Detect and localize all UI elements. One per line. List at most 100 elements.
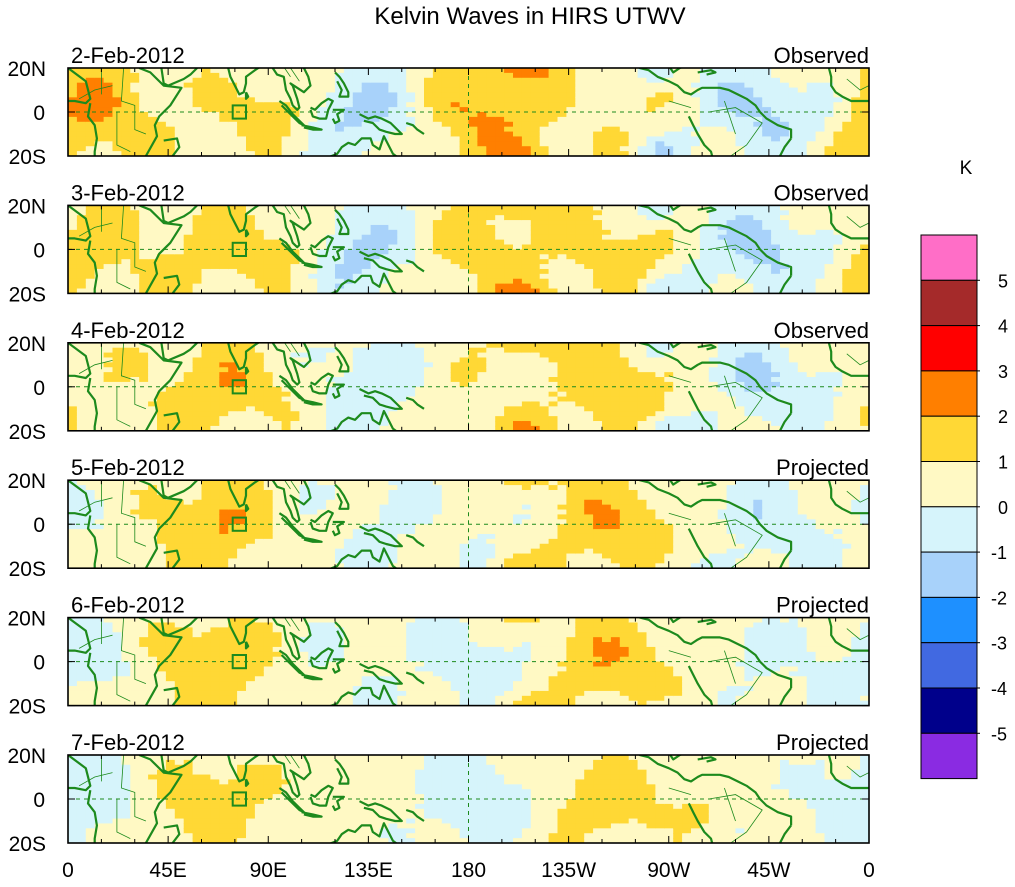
field-cell [157,151,167,156]
field-cell [94,229,105,236]
field-cell [237,259,247,265]
field-cell [272,362,283,368]
field-cell [139,273,149,280]
field-cell [477,102,487,108]
field-cell [468,386,478,393]
field-cell [343,205,354,211]
field-cell [486,107,496,113]
field-cell [308,229,318,236]
field-cell [121,151,131,156]
field-cell [308,136,318,142]
coastline [309,97,334,120]
field-cell [762,205,772,211]
field-cell [521,283,532,290]
field-cell [477,244,487,250]
field-cell [85,151,96,156]
field-cell [593,244,603,250]
field-cell [281,401,292,407]
field-cell [352,151,363,156]
field-cell [513,273,523,280]
field-cell [842,205,852,211]
field-cell [655,352,665,359]
field-cell [343,215,354,221]
field-cell [691,121,701,128]
field-cell [379,347,389,354]
field-cell [557,401,567,407]
field-cell [717,377,728,383]
field-cell [121,112,131,118]
field-cell [824,254,834,260]
field-cell [771,229,781,236]
field-cell [397,381,407,388]
field-cell [557,264,567,270]
field-cell [513,391,523,398]
country-border [708,107,763,156]
field-cell [335,239,345,246]
field-cell [254,249,265,255]
field-cell [165,244,176,250]
field-cell [744,254,754,260]
field-cell [450,283,461,290]
field-cell [326,273,336,280]
field-cell [397,244,407,250]
field-cell [824,391,834,398]
field-cell [139,97,149,103]
field-cell [210,268,220,275]
field-cell [637,406,648,412]
field-cell [219,121,229,128]
field-cell [254,273,265,280]
field-cell [361,87,372,94]
field-cell [637,283,648,290]
field-cell [85,121,96,128]
field-cell [521,421,532,427]
field-cell [468,141,478,147]
field-cell [548,82,559,89]
field-cell [192,244,203,250]
field-cell [530,210,541,216]
field-cell [335,396,345,403]
field-cell [708,116,719,123]
field-cell [744,77,754,84]
field-cell [557,425,567,431]
field-cell [210,342,220,349]
field-cell [673,234,683,241]
field-cell [406,362,416,368]
field-cell [317,210,327,216]
field-cell [424,362,434,368]
field-cell [664,82,674,89]
field-cell [504,268,514,275]
field-cell [682,97,692,103]
field-cell [370,381,381,388]
field-cell [379,205,389,211]
field-cell [548,102,559,108]
field-cell [165,416,176,422]
field-cell [744,220,754,226]
field-cell [459,264,470,270]
field-cell [521,87,532,94]
field-cell [548,97,559,103]
field-cell [103,283,114,290]
field-cell [780,367,790,373]
field-cell [370,72,381,79]
field-cell [495,288,505,294]
field-cell [308,220,318,226]
field-cell [602,102,612,108]
field-cell [771,381,781,388]
field-cell [397,121,407,128]
field-cell [744,386,754,393]
field-cell [602,205,612,211]
field-cell [246,141,256,147]
field-cell [228,234,238,241]
field-cell [432,224,443,231]
field-cell [183,77,194,84]
field-cell [406,239,416,246]
field-cell [619,372,630,378]
field-cell [762,249,772,255]
field-cell [833,68,843,74]
field-cell [157,141,167,147]
field-cell [788,386,799,393]
field-cell [424,352,434,359]
field-cell [76,278,87,285]
field-cell [842,264,852,270]
field-cell [637,357,648,363]
